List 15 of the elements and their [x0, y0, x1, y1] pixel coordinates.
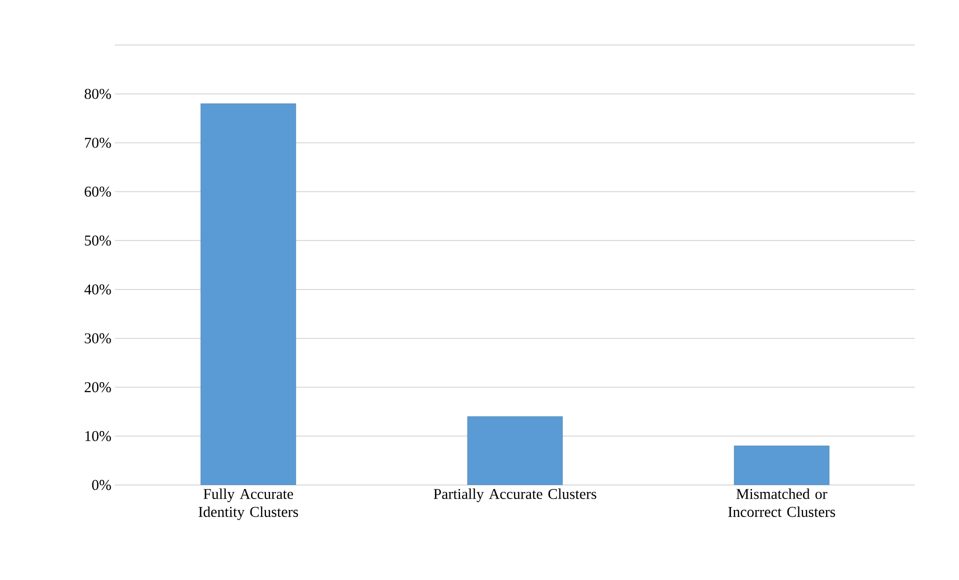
y-tick-label: 0%	[92, 480, 111, 490]
y-tick-label: 70%	[85, 138, 111, 148]
y-tick-label: 50%	[84, 235, 111, 246]
y-tick-label: 10%	[85, 431, 111, 442]
y-tick-label: 80%	[84, 88, 111, 99]
y-tick-label: 60%	[84, 186, 111, 197]
y-tick-label: 40%	[84, 284, 111, 295]
x-tick-label: Fully Accurate Identity Clusters	[198, 488, 298, 520]
bar	[200, 103, 296, 485]
y-tick-label: 30%	[84, 333, 111, 344]
bar	[467, 416, 563, 485]
x-tick-label: Mismatched or Incorrect Clusters	[728, 488, 836, 517]
y-tick-label: 20%	[84, 382, 111, 392]
bar	[734, 446, 830, 485]
x-tick-label: Partially Accurate Clusters	[434, 488, 596, 502]
